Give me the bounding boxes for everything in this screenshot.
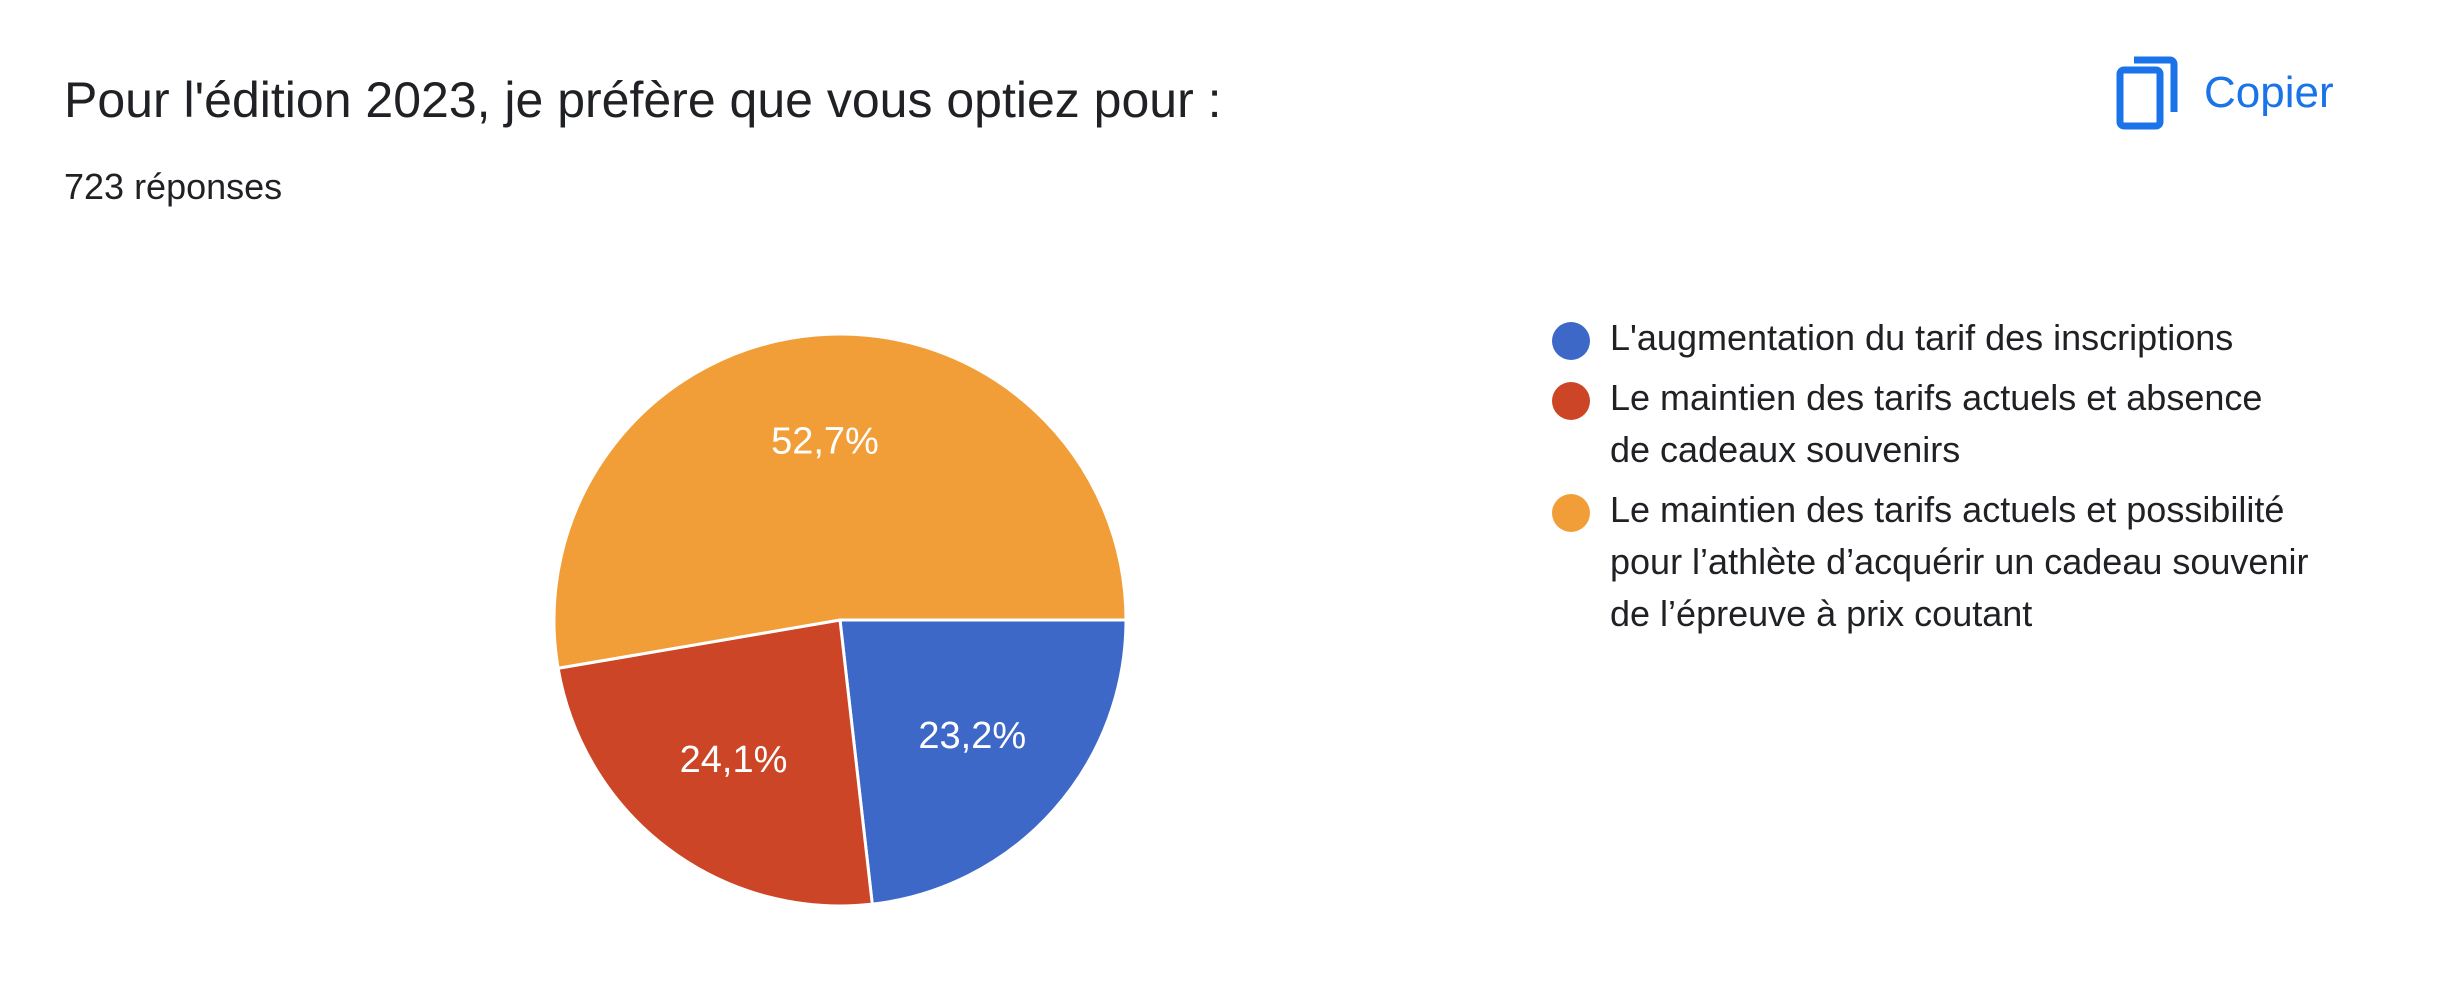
pie-slice-3[interactable] xyxy=(552,332,1128,671)
copy-button[interactable]: Copier xyxy=(2100,48,2350,138)
legend-label: Le maintien des tarifs actuels et absenc… xyxy=(1610,377,2263,470)
response-count: 723 réponses xyxy=(64,166,283,207)
legend-item-2[interactable]: Le maintien des tarifs actuels et absenc… xyxy=(1552,372,2312,476)
copy-icon xyxy=(2116,56,2178,130)
legend-label: L'augmentation du tarif des inscriptions xyxy=(1610,317,2234,358)
pie-chart: 23,2% 24,1% 52,7% xyxy=(552,332,1128,908)
slice-label-3: 52,7% xyxy=(771,420,879,462)
legend-dot-icon xyxy=(1552,382,1590,420)
slice-label-2: 24,1% xyxy=(680,739,788,781)
pie-slice-1[interactable] xyxy=(838,618,1128,906)
chart-title: Pour l'édition 2023, je préfère que vous… xyxy=(64,72,1222,128)
pie-slice-2[interactable] xyxy=(556,618,874,908)
legend-item-1[interactable]: L'augmentation du tarif des inscriptions xyxy=(1552,312,2312,364)
legend-label: Le maintien des tarifs actuels et possib… xyxy=(1610,489,2309,634)
legend-dot-icon xyxy=(1552,494,1590,532)
legend-item-3[interactable]: Le maintien des tarifs actuels et possib… xyxy=(1552,484,2312,640)
legend-dot-icon xyxy=(1552,322,1590,360)
chart-legend: L'augmentation du tarif des inscriptions… xyxy=(1552,312,2312,648)
copy-label: Copier xyxy=(2204,68,2334,117)
slice-label-1: 23,2% xyxy=(918,715,1026,757)
